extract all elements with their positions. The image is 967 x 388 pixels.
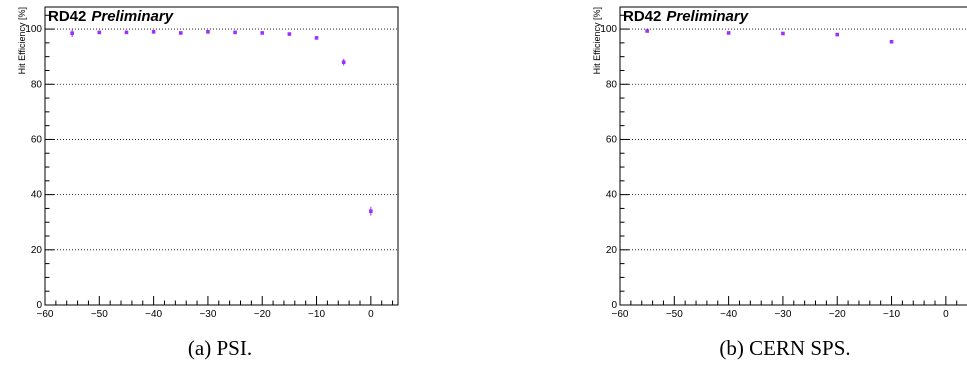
x-tick-label: −30 (199, 309, 216, 320)
title-preliminary: Preliminary (666, 8, 748, 25)
caption-psi: (a) PSI. (187, 336, 253, 360)
data-point (835, 32, 840, 37)
data-point (151, 30, 156, 34)
x-tick-label: −50 (666, 309, 683, 320)
y-tick-label: 0 (611, 300, 617, 311)
data-point (70, 31, 74, 36)
y-axis-label: Hit Efficiency [%] (17, 7, 27, 74)
data-point (369, 209, 373, 213)
y-tick-label: 80 (606, 79, 618, 90)
y-axis-label: Hit Efficiency [%] (592, 7, 602, 74)
data-point (178, 31, 183, 35)
x-tick-label: −20 (254, 309, 271, 320)
y-tick-label: 20 (606, 245, 618, 256)
data-point (124, 30, 129, 35)
x-tick-label: −30 (774, 309, 791, 320)
y-tick-label: 20 (31, 245, 43, 256)
x-tick-label: −50 (91, 309, 108, 320)
x-tick-label: 0 (368, 309, 374, 320)
title-preliminary: Preliminary (91, 8, 173, 25)
y-tick-label: 0 (36, 300, 42, 311)
x-tick-label: −20 (829, 309, 846, 320)
y-tick-label: 60 (31, 134, 43, 145)
title-rd42: RD42 (623, 8, 661, 25)
data-point (645, 29, 649, 33)
y-tick-label: 100 (600, 24, 617, 35)
data-point (233, 30, 237, 35)
y-tick-label: 100 (25, 24, 42, 35)
x-tick-label: −60 (612, 309, 629, 320)
data-point (781, 31, 785, 36)
plot-frame (44, 6, 399, 306)
x-tick-label: −60 (37, 309, 54, 320)
data-point (726, 31, 731, 35)
x-tick-label: −40 (145, 309, 162, 320)
y-tick-label: 40 (31, 190, 43, 201)
data-point (287, 32, 292, 36)
x-tick-label: −10 (308, 309, 325, 320)
x-tick-label: 0 (943, 309, 949, 320)
x-axis-label: Voltage [V] (921, 319, 965, 320)
y-tick-label: 80 (31, 79, 43, 90)
plot-frame (619, 6, 967, 306)
y-tick-label: 40 (606, 190, 618, 201)
chart-title: RD42 Preliminary (48, 8, 174, 25)
y-tick-label: 60 (606, 134, 618, 145)
x-tick-label: −40 (720, 309, 737, 320)
caption-cern-sps: (b) CERN SPS. (719, 336, 851, 360)
title-rd42: RD42 (48, 8, 86, 25)
data-point (206, 30, 210, 34)
data-point (314, 36, 319, 40)
data-point (260, 31, 265, 35)
x-tick-label: −10 (883, 309, 900, 320)
data-point (341, 60, 346, 64)
x-axis-label: Voltage [V] (354, 319, 398, 320)
data-point (889, 39, 894, 44)
chart-title: RD42 Preliminary (623, 8, 749, 25)
data-point (97, 30, 102, 35)
